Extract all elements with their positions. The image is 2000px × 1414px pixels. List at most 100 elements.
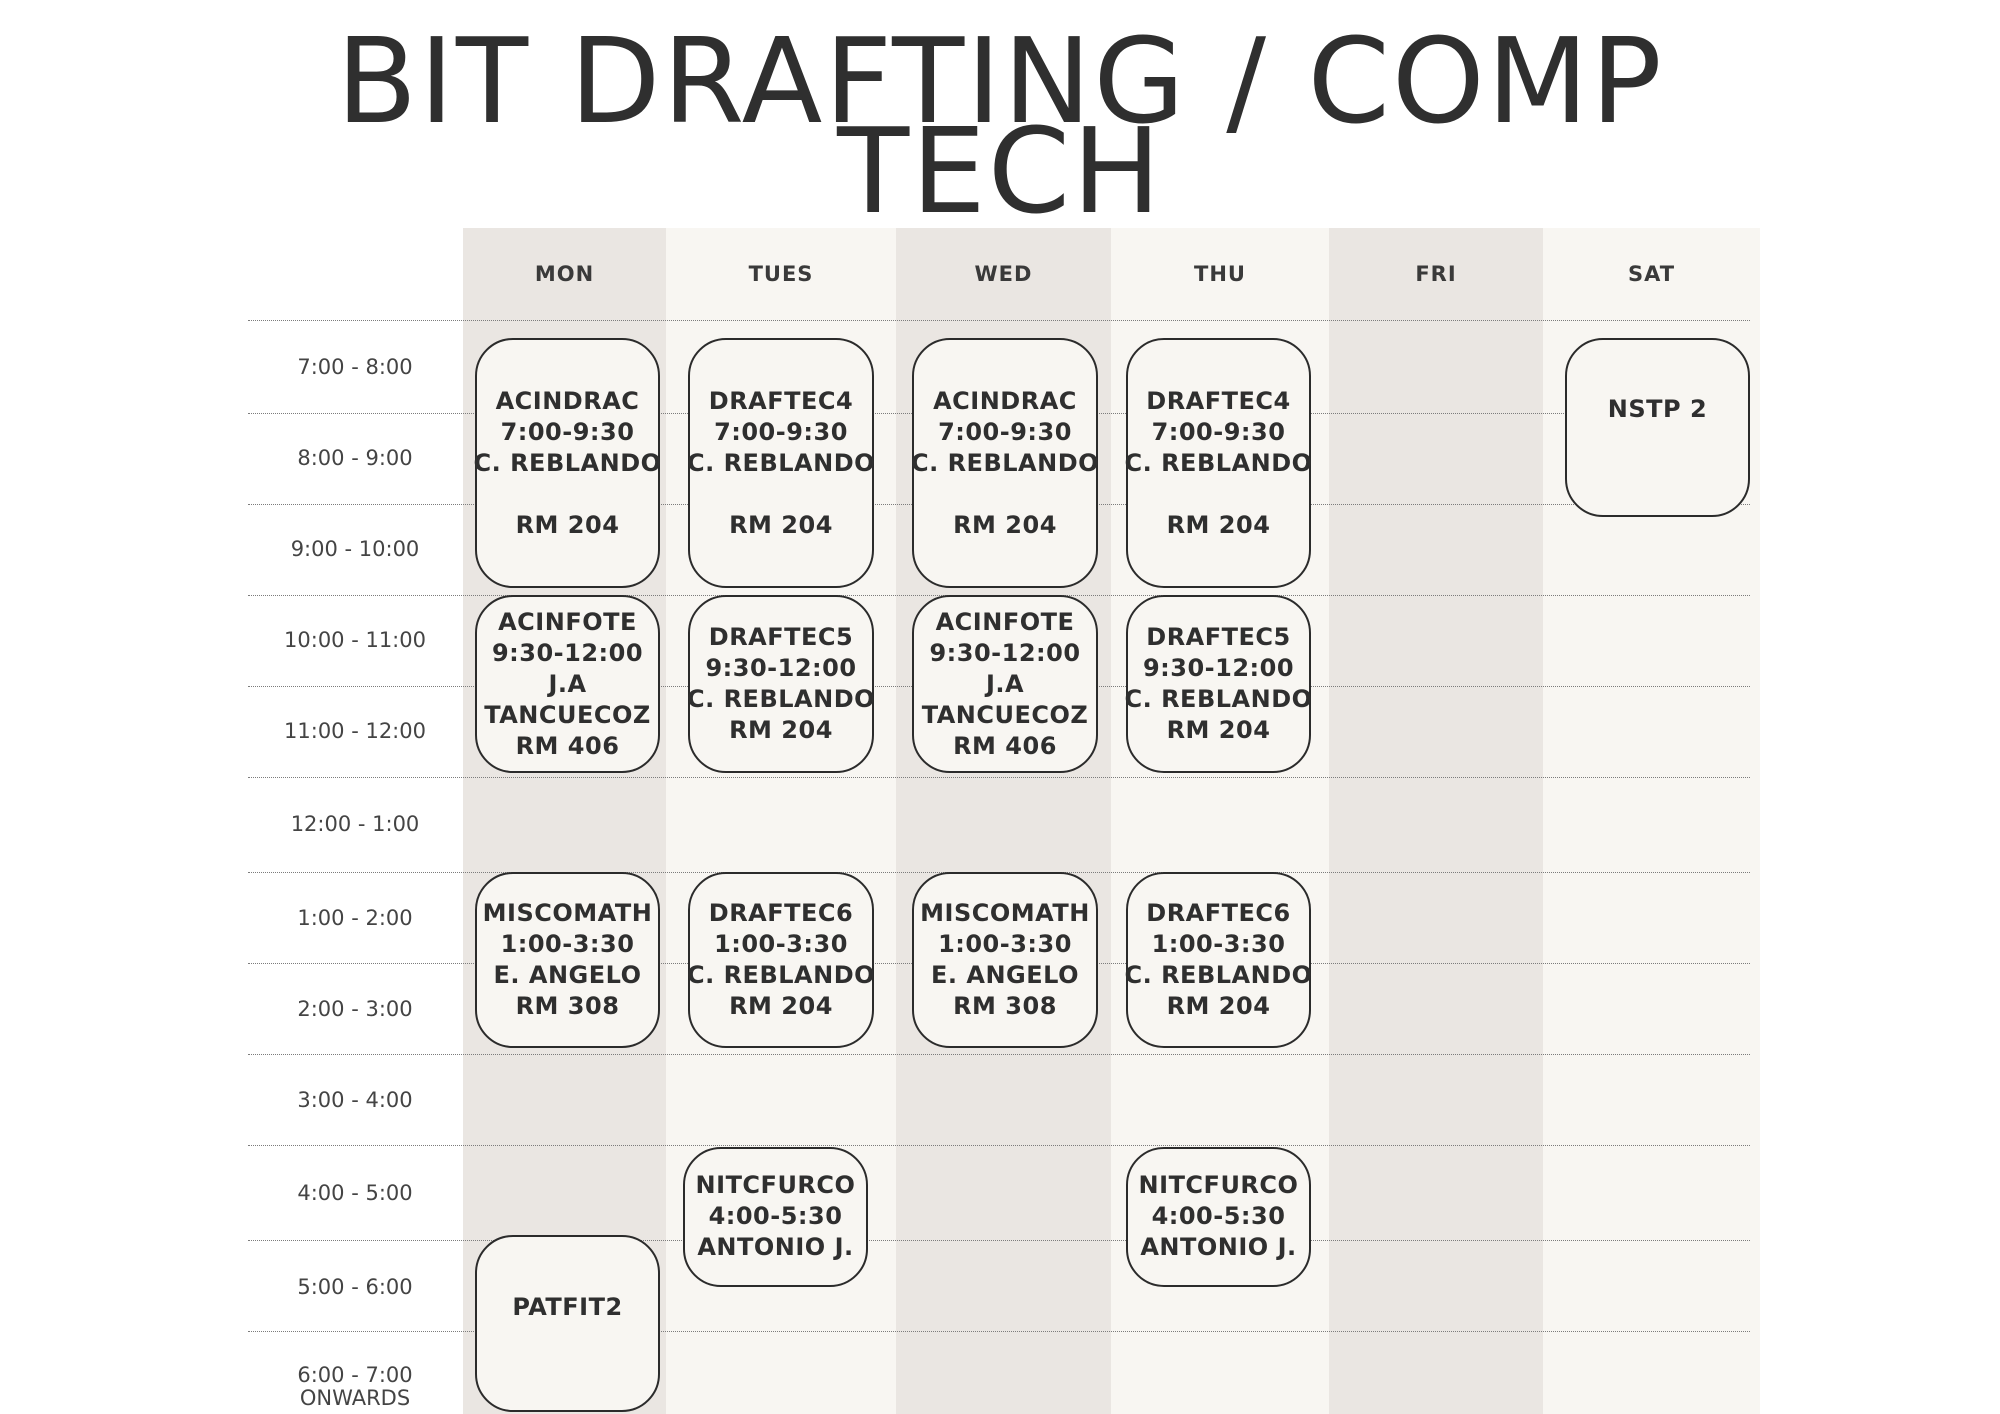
row-divider xyxy=(248,320,1750,321)
class-code: DRAFTEC6 xyxy=(708,899,854,927)
class-code: NITCFURCO xyxy=(1138,1171,1299,1199)
class-instructor: ANTONIO J. xyxy=(1140,1233,1297,1261)
time-label: 11:00 - 12:00 xyxy=(284,719,426,743)
class-block-mon-patfit2[interactable]: PATFIT2 xyxy=(475,1235,660,1412)
class-block-tue-draftec5[interactable]: DRAFTEC5 9:30-12:00 C. REBLANDO RM 204 xyxy=(686,595,876,773)
class-block-tue-draftec4[interactable]: DRAFTEC4 7:00-9:30 C. REBLANDO RM 204 xyxy=(686,338,876,588)
class-code: ACINDRAC xyxy=(495,386,640,415)
class-block-sat-nstp2[interactable]: NSTP 2 xyxy=(1565,338,1750,517)
class-instructor: E. ANGELO xyxy=(493,961,642,989)
day-header-mon: MON xyxy=(534,262,595,286)
time-label: 1:00 - 2:00 xyxy=(297,906,413,930)
class-time: 1:00-3:30 xyxy=(714,930,848,958)
class-time: 1:00-3:30 xyxy=(500,930,635,958)
class-code: MISCOMATH xyxy=(482,899,653,927)
class-code: PATFIT2 xyxy=(512,1293,623,1321)
class-instructor: C. REBLANDO xyxy=(686,685,876,713)
time-label-suffix: ONWARDS xyxy=(299,1386,411,1410)
class-code: NITCFURCO xyxy=(695,1171,856,1199)
class-code: MISCOMATH xyxy=(920,899,1090,927)
class-instructor: C. REBLANDO xyxy=(1124,448,1313,477)
class-instructor: C. REBLANDO xyxy=(473,448,662,477)
class-block-mon-acinfote[interactable]: ACINFOTE 9:30-12:00 J.A TANCUECOZ RM 406 xyxy=(475,595,660,773)
class-room: RM 204 xyxy=(953,510,1057,539)
page-title-line-1: BIT DRAFTING / COMP xyxy=(336,12,1664,150)
class-instructor: ANTONIO J. xyxy=(697,1233,854,1261)
class-room: RM 204 xyxy=(729,510,833,539)
class-instructor: J.A xyxy=(985,669,1025,698)
row-divider xyxy=(248,1331,1750,1332)
page-title-line-2: TECH xyxy=(837,102,1163,240)
class-room: RM 204 xyxy=(1166,510,1271,539)
class-time: 4:00-5:30 xyxy=(1151,1202,1286,1230)
day-header-tues: TUES xyxy=(748,262,814,286)
class-time: 7:00-9:30 xyxy=(500,417,635,446)
class-block-tue-draftec6[interactable]: DRAFTEC6 1:00-3:30 C. REBLANDO RM 204 xyxy=(686,872,876,1048)
class-code: ACINFOTE xyxy=(935,607,1075,636)
class-room: RM 308 xyxy=(515,992,620,1020)
class-time: 9:30-12:00 xyxy=(705,654,857,682)
class-block-thu-draftec4[interactable]: DRAFTEC4 7:00-9:30 C. REBLANDO RM 204 xyxy=(1124,338,1313,588)
class-block-thu-draftec5[interactable]: DRAFTEC5 9:30-12:00 C. REBLANDO RM 204 xyxy=(1124,595,1313,773)
class-block-mon-acindrac[interactable]: ACINDRAC 7:00-9:30 C. REBLANDO RM 204 xyxy=(473,338,662,588)
class-time: 9:30-12:00 xyxy=(491,638,644,667)
class-code: DRAFTEC5 xyxy=(1146,623,1291,651)
row-divider xyxy=(248,1054,1750,1055)
class-code: DRAFTEC5 xyxy=(708,623,854,651)
day-header-wed: WED xyxy=(974,262,1033,286)
class-room: RM 308 xyxy=(953,992,1057,1020)
class-room: RM 406 xyxy=(515,731,620,760)
class-instructor: J.A xyxy=(548,669,587,698)
class-instructor: C. REBLANDO xyxy=(1124,685,1313,713)
class-instructor: TANCUECOZ xyxy=(484,700,651,729)
row-divider xyxy=(248,777,1750,778)
class-code: DRAFTEC4 xyxy=(708,386,854,415)
class-time: 1:00-3:30 xyxy=(938,930,1072,958)
class-code: DRAFTEC4 xyxy=(1146,386,1291,415)
day-header-sat: SAT xyxy=(1627,262,1676,286)
class-time: 1:00-3:30 xyxy=(1151,930,1286,958)
class-room: RM 204 xyxy=(1166,992,1271,1020)
day-header-fri: FRI xyxy=(1415,262,1457,286)
row-divider xyxy=(248,1240,1750,1241)
class-room: RM 406 xyxy=(953,731,1057,760)
class-instructor: C. REBLANDO xyxy=(910,448,1100,477)
class-instructor: C. REBLANDO xyxy=(686,448,876,477)
class-instructor: E. ANGELO xyxy=(931,961,1079,989)
class-room: RM 204 xyxy=(729,716,833,744)
class-block-wed-acinfote[interactable]: ACINFOTE 9:30-12:00 J.A TANCUECOZ RM 406 xyxy=(912,595,1098,773)
class-code: ACINDRAC xyxy=(933,386,1077,415)
class-block-wed-acindrac[interactable]: ACINDRAC 7:00-9:30 C. REBLANDO RM 204 xyxy=(910,338,1100,588)
class-block-thu-draftec6[interactable]: DRAFTEC6 1:00-3:30 C. REBLANDO RM 204 xyxy=(1124,872,1313,1048)
class-time: 4:00-5:30 xyxy=(708,1202,843,1230)
time-label: 5:00 - 6:00 xyxy=(297,1275,413,1299)
class-time: 9:30-12:00 xyxy=(1142,654,1295,682)
time-label-text: 6:00 - 7:00 xyxy=(297,1363,413,1387)
class-room: RM 204 xyxy=(729,992,833,1020)
class-block-mon-miscomath[interactable]: MISCOMATH 1:00-3:30 E. ANGELO RM 308 xyxy=(475,872,660,1048)
class-time: 9:30-12:00 xyxy=(929,638,1081,667)
class-instructor: TANCUECOZ xyxy=(921,700,1089,729)
class-instructor: C. REBLANDO xyxy=(1124,961,1313,989)
row-divider xyxy=(248,1145,1750,1146)
time-label: 8:00 - 9:00 xyxy=(297,446,413,470)
time-label: 9:00 - 10:00 xyxy=(290,537,420,561)
class-code: ACINFOTE xyxy=(498,607,637,636)
column-fri xyxy=(1329,228,1543,1414)
time-label-last: 6:00 - 7:00 ONWARDS xyxy=(250,1364,460,1410)
class-block-wed-miscomath[interactable]: MISCOMATH 1:00-3:30 E. ANGELO RM 308 xyxy=(912,872,1098,1048)
class-block-thu-nitcfurco[interactable]: NITCFURCO 4:00-5:30 ANTONIO J. xyxy=(1126,1147,1311,1287)
class-code: DRAFTEC6 xyxy=(1146,899,1291,927)
time-label: 12:00 - 1:00 xyxy=(290,812,420,836)
time-label: 10:00 - 11:00 xyxy=(284,628,426,652)
time-label: 7:00 - 8:00 xyxy=(297,355,413,379)
day-header-thu: THU xyxy=(1194,262,1246,286)
class-instructor: C. REBLANDO xyxy=(686,961,876,989)
class-block-tue-nitcfurco[interactable]: NITCFURCO 4:00-5:30 ANTONIO J. xyxy=(683,1147,868,1287)
time-label: 4:00 - 5:00 xyxy=(297,1181,413,1205)
class-time: 7:00-9:30 xyxy=(1151,417,1286,446)
class-time: 7:00-9:30 xyxy=(938,417,1072,446)
class-time: 7:00-9:30 xyxy=(714,417,848,446)
class-code: NSTP 2 xyxy=(1607,395,1708,423)
time-label: 3:00 - 4:00 xyxy=(297,1088,413,1112)
